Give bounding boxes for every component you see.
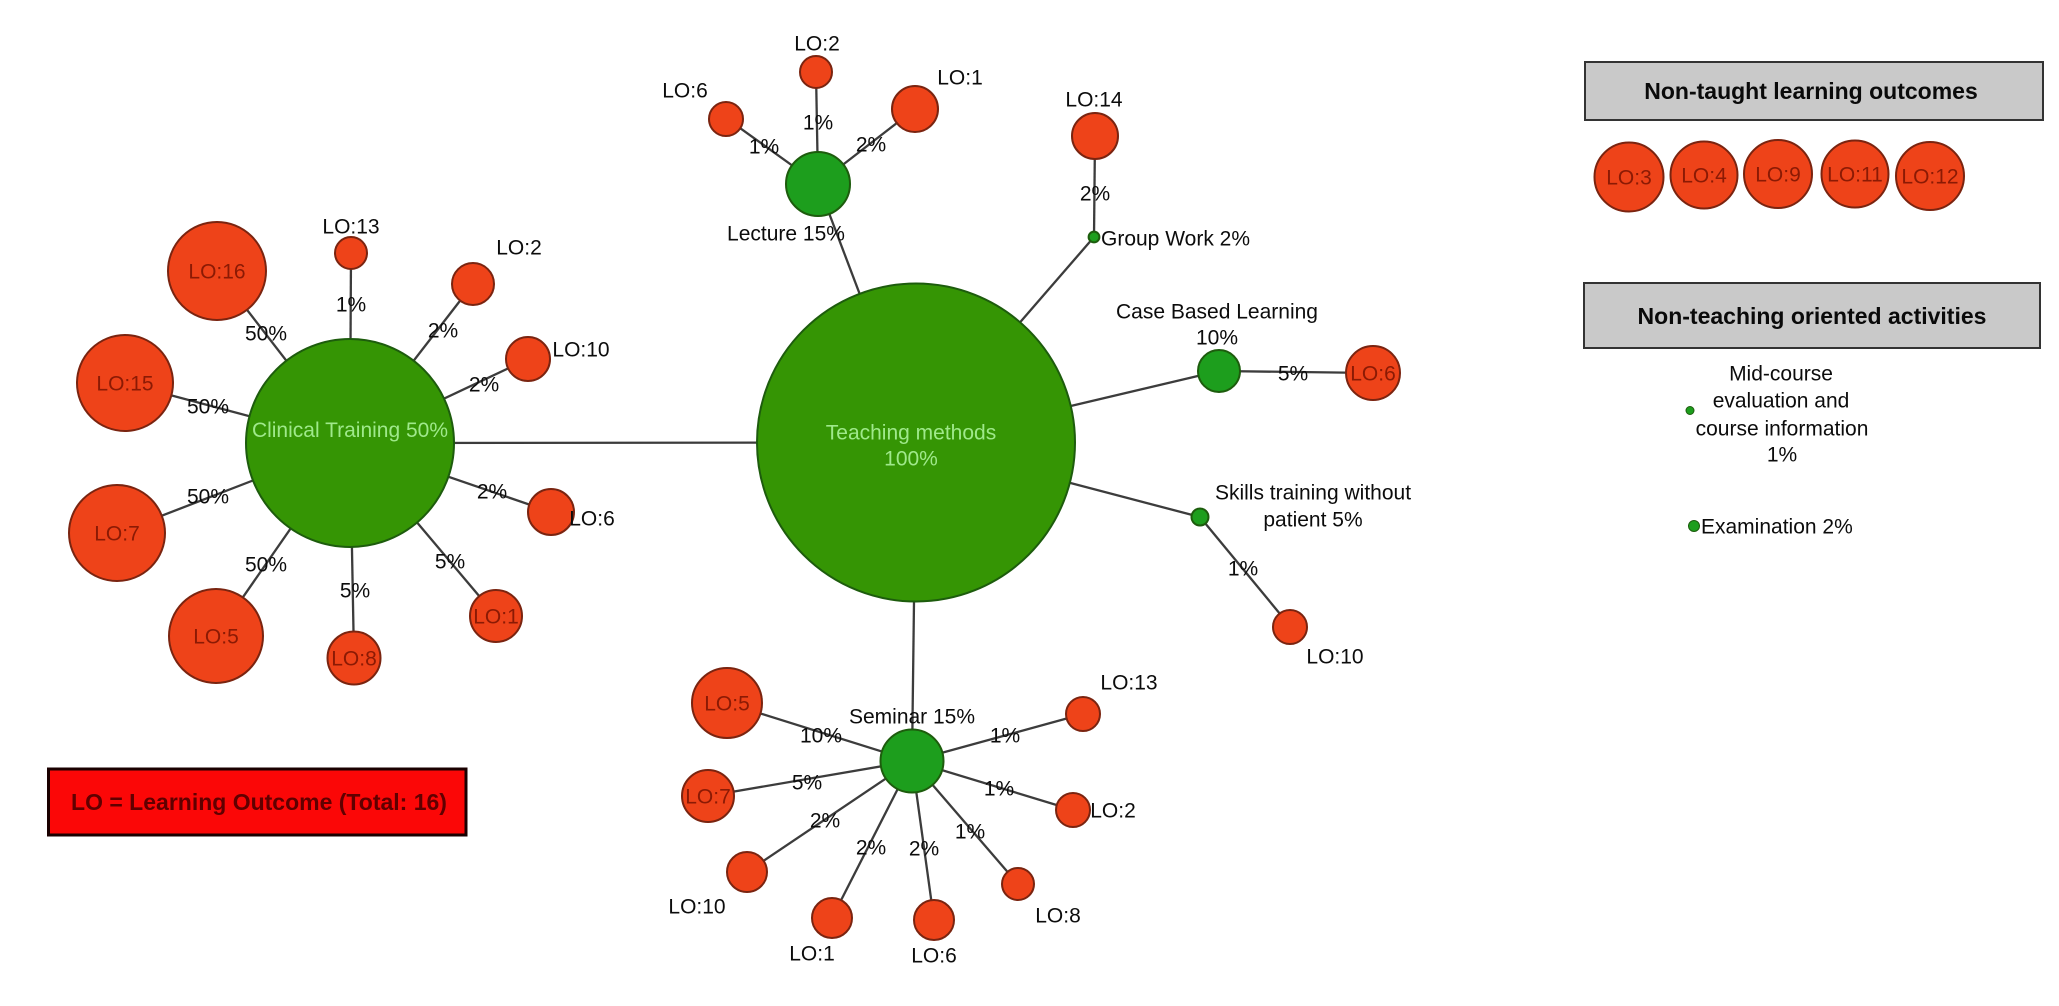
svg-text:LO:2: LO:2 — [1090, 800, 1136, 823]
svg-text:2%: 2% — [909, 838, 939, 861]
svg-text:2%: 2% — [856, 837, 886, 860]
svg-text:LO:5: LO:5 — [704, 693, 750, 716]
svg-text:LO:8: LO:8 — [331, 648, 377, 671]
svg-text:LO:12: LO:12 — [1901, 166, 1958, 189]
svg-text:2%: 2% — [856, 134, 886, 157]
svg-text:LO:6: LO:6 — [662, 80, 708, 103]
svg-text:LO:1: LO:1 — [789, 943, 835, 966]
svg-text:LO:7: LO:7 — [685, 786, 731, 809]
svg-text:Non-teaching oriented activiti: Non-teaching oriented activities — [1638, 303, 1987, 329]
svg-text:LO:1: LO:1 — [937, 67, 983, 90]
svg-text:LO:14: LO:14 — [1065, 89, 1123, 112]
svg-text:Lecture 15%: Lecture 15% — [727, 223, 845, 246]
svg-text:5%: 5% — [435, 551, 465, 574]
svg-text:LO:13: LO:13 — [322, 216, 379, 239]
svg-text:LO:11: LO:11 — [1827, 164, 1883, 187]
svg-text:10%: 10% — [1196, 327, 1238, 350]
svg-text:LO:6: LO:6 — [911, 945, 957, 968]
svg-text:LO:7: LO:7 — [94, 523, 140, 546]
svg-text:Teaching methods: Teaching methods — [826, 422, 996, 445]
svg-text:5%: 5% — [340, 580, 370, 603]
svg-text:50%: 50% — [187, 396, 229, 419]
svg-text:LO:2: LO:2 — [794, 33, 840, 56]
svg-text:2%: 2% — [810, 810, 840, 833]
svg-text:patient 5%: patient 5% — [1263, 509, 1362, 532]
svg-text:Skills training without: Skills training without — [1215, 482, 1411, 505]
svg-text:1%: 1% — [1767, 444, 1797, 467]
svg-text:Seminar 15%: Seminar 15% — [849, 706, 975, 729]
svg-text:LO:15: LO:15 — [96, 373, 153, 396]
svg-text:1%: 1% — [955, 821, 985, 844]
svg-text:LO:10: LO:10 — [668, 896, 725, 919]
svg-text:LO:10: LO:10 — [552, 339, 609, 362]
svg-text:2%: 2% — [428, 320, 458, 343]
svg-text:LO:4: LO:4 — [1681, 165, 1727, 188]
svg-text:LO:3: LO:3 — [1606, 167, 1652, 190]
svg-text:10%: 10% — [800, 725, 842, 748]
svg-text:Case Based Learning: Case Based Learning — [1116, 301, 1318, 324]
svg-text:50%: 50% — [187, 486, 229, 509]
svg-text:LO:10: LO:10 — [1306, 646, 1363, 669]
svg-text:1%: 1% — [990, 725, 1020, 748]
svg-text:LO = Learning Outcome (Total:: LO = Learning Outcome (Total: 16) — [71, 789, 447, 815]
svg-text:LO:16: LO:16 — [188, 261, 245, 284]
svg-text:course information: course information — [1696, 418, 1869, 441]
svg-text:LO:1: LO:1 — [473, 606, 519, 629]
svg-text:Examination 2%: Examination 2% — [1701, 516, 1853, 539]
svg-text:LO:9: LO:9 — [1755, 164, 1801, 187]
svg-text:2%: 2% — [1080, 183, 1110, 206]
svg-text:1%: 1% — [336, 294, 366, 317]
svg-text:Group Work 2%: Group Work 2% — [1101, 228, 1250, 251]
svg-text:Mid-course: Mid-course — [1729, 363, 1833, 386]
svg-text:1%: 1% — [1228, 558, 1258, 581]
svg-text:50%: 50% — [245, 554, 287, 577]
svg-text:100%: 100% — [884, 448, 938, 471]
svg-text:2%: 2% — [469, 374, 499, 397]
svg-text:5%: 5% — [1278, 363, 1308, 386]
svg-text:LO:5: LO:5 — [193, 626, 239, 649]
svg-text:1%: 1% — [749, 136, 779, 159]
svg-text:LO:6: LO:6 — [569, 508, 615, 531]
svg-text:LO:8: LO:8 — [1035, 905, 1081, 928]
svg-text:LO:2: LO:2 — [496, 237, 542, 260]
svg-text:50%: 50% — [245, 323, 287, 346]
svg-text:5%: 5% — [792, 772, 822, 795]
svg-text:LO:6: LO:6 — [1350, 363, 1396, 386]
svg-text:LO:13: LO:13 — [1100, 672, 1157, 695]
svg-text:evaluation and: evaluation and — [1713, 390, 1850, 413]
svg-text:Clinical Training 50%: Clinical Training 50% — [252, 419, 448, 442]
svg-text:2%: 2% — [477, 481, 507, 504]
svg-text:1%: 1% — [803, 112, 833, 135]
svg-text:1%: 1% — [984, 778, 1014, 801]
svg-text:Non-taught learning outcomes: Non-taught learning outcomes — [1644, 78, 1978, 104]
